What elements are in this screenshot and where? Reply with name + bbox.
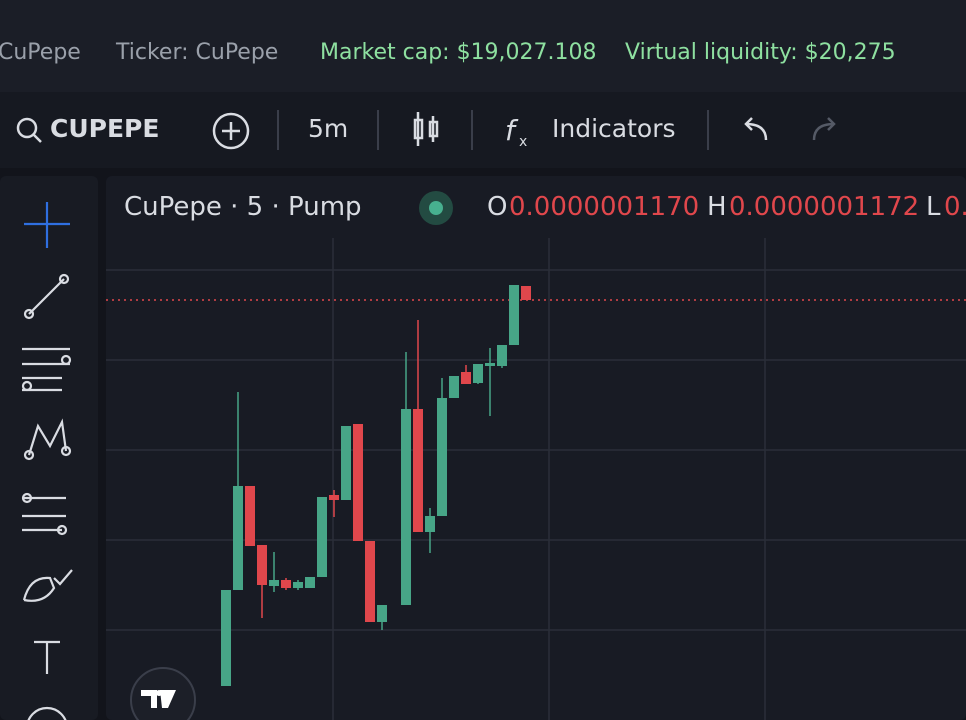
- chart-legend-title: CuPepe · 5 · Pump: [124, 192, 362, 222]
- candle-body: [401, 409, 411, 605]
- symbol[interactable]: CUPEPE: [50, 114, 160, 143]
- candle-body: [521, 286, 531, 300]
- candle-body: [257, 545, 267, 585]
- candle-body: [245, 486, 255, 546]
- toolbar-icons: f x: [16, 110, 836, 150]
- open-value: 0.0000001170: [509, 192, 700, 222]
- high-value: 0.0000001172: [729, 192, 920, 222]
- candle-body: [341, 426, 351, 500]
- candle-body: [233, 486, 243, 590]
- candle-body: [281, 580, 291, 588]
- market-cap: Market cap: $19,027.108: [320, 40, 597, 65]
- indicators[interactable]: Indicators: [552, 114, 676, 143]
- svg-text:x: x: [519, 134, 527, 150]
- candle-body: [413, 409, 423, 532]
- candle-body: [365, 541, 375, 622]
- candle-body: [329, 495, 339, 500]
- candle-body: [353, 424, 363, 541]
- candle-body: [221, 590, 231, 686]
- candle-body: [425, 516, 435, 532]
- low-label: L: [926, 192, 941, 222]
- candle-body: [449, 376, 459, 398]
- candle-body: [305, 577, 315, 588]
- ticker: Ticker: CuPepe: [116, 40, 279, 65]
- info-bar: CuPepe Ticker: CuPepe Market cap: $19,02…: [0, 0, 966, 92]
- toolbar: f x CUPEPE 5m Indicators: [0, 92, 966, 168]
- candle-body: [269, 580, 279, 586]
- candle-body: [317, 497, 327, 577]
- chart-area: [0, 168, 966, 720]
- low-value: 0.: [944, 192, 966, 222]
- candle-body: [473, 364, 483, 383]
- high-label: H: [707, 192, 727, 222]
- candle-body: [497, 345, 507, 366]
- open-label: O: [487, 192, 508, 222]
- interval[interactable]: 5m: [308, 114, 349, 143]
- candle-body: [485, 363, 495, 366]
- candle-body: [293, 582, 303, 588]
- candle-body: [509, 285, 519, 345]
- candle-body: [461, 372, 471, 384]
- svg-text:f: f: [505, 114, 519, 147]
- chart-svg: [0, 176, 966, 720]
- candle-body: [437, 398, 447, 516]
- virtual-liquidity: Virtual liquidity: $20,275: [625, 40, 896, 65]
- name: CuPepe: [0, 40, 81, 65]
- candle-body: [377, 605, 387, 622]
